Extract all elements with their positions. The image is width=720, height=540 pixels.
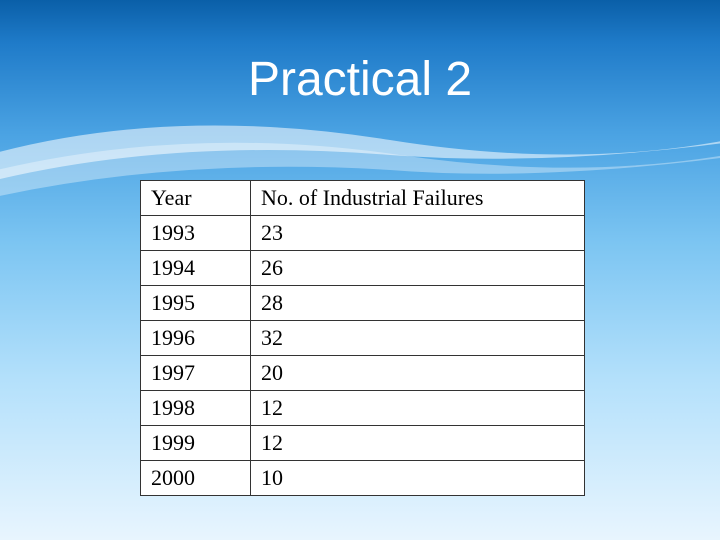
cell-value: 23	[251, 216, 585, 251]
table-header-row: Year No. of Industrial Failures	[141, 181, 585, 216]
table-row: 1995 28	[141, 286, 585, 321]
table-row: 1994 26	[141, 251, 585, 286]
cell-year: 1999	[141, 426, 251, 461]
cell-value: 32	[251, 321, 585, 356]
col-header-year: Year	[141, 181, 251, 216]
cell-year: 1998	[141, 391, 251, 426]
cell-value: 28	[251, 286, 585, 321]
cell-year: 1995	[141, 286, 251, 321]
cell-value: 26	[251, 251, 585, 286]
cell-value: 20	[251, 356, 585, 391]
cell-year: 1994	[141, 251, 251, 286]
cell-value: 12	[251, 391, 585, 426]
table-row: 1999 12	[141, 426, 585, 461]
data-table: Year No. of Industrial Failures 1993 23 …	[140, 180, 585, 496]
table-row: 1996 32	[141, 321, 585, 356]
cell-year: 1997	[141, 356, 251, 391]
cell-value: 12	[251, 426, 585, 461]
slide-title: Practical 2	[0, 52, 720, 107]
cell-year: 2000	[141, 461, 251, 496]
table-row: 1997 20	[141, 356, 585, 391]
table-row: 1993 23	[141, 216, 585, 251]
table-row: 2000 10	[141, 461, 585, 496]
col-header-failures: No. of Industrial Failures	[251, 181, 585, 216]
cell-value: 10	[251, 461, 585, 496]
cell-year: 1993	[141, 216, 251, 251]
data-table-container: Year No. of Industrial Failures 1993 23 …	[140, 180, 585, 496]
cell-year: 1996	[141, 321, 251, 356]
table-row: 1998 12	[141, 391, 585, 426]
